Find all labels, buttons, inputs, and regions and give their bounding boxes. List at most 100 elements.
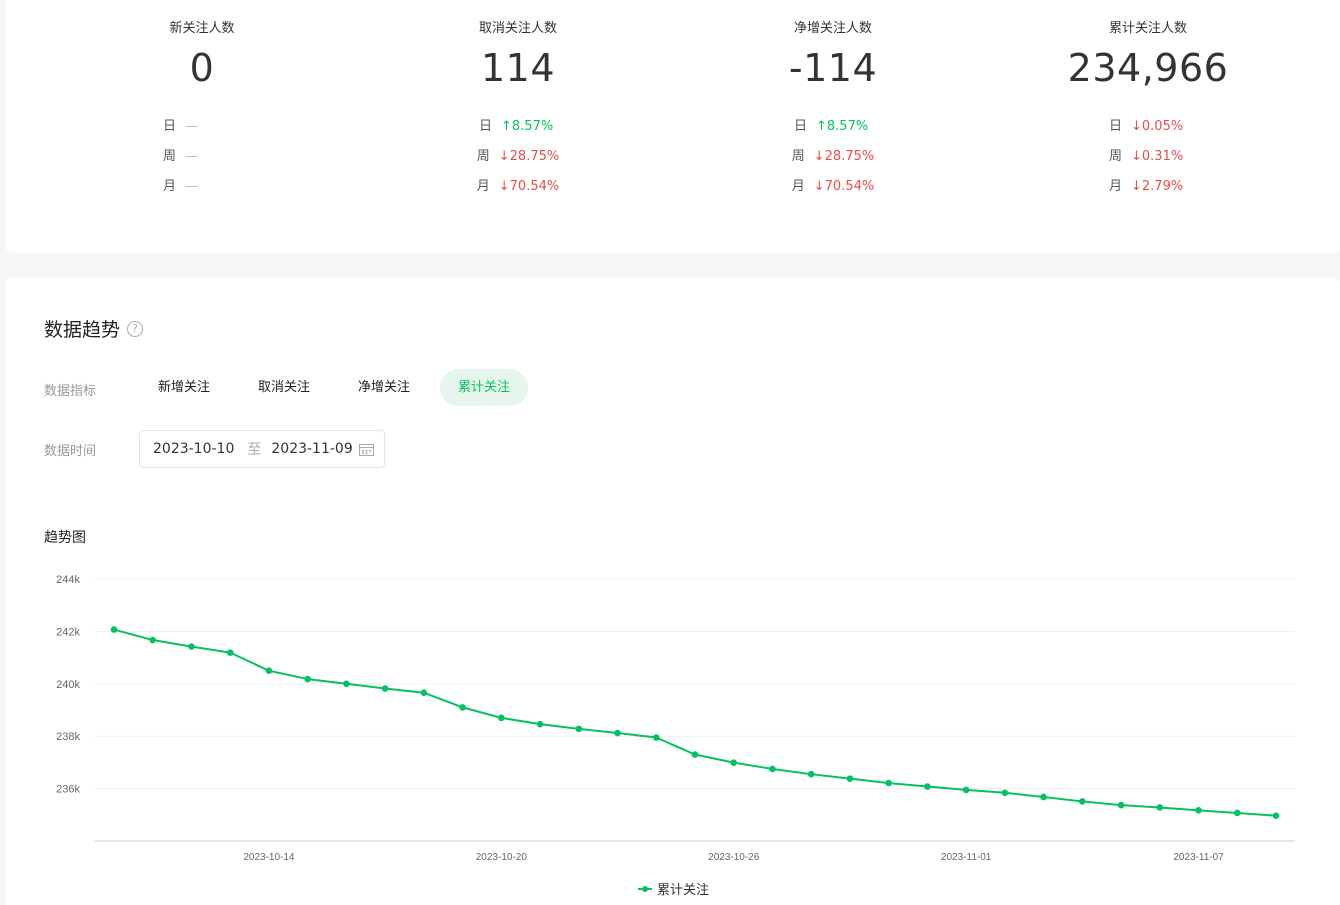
stat-new-followers: 新关注人数 0 日 — 周 — 月 — bbox=[52, 0, 352, 253]
data-point bbox=[420, 689, 428, 697]
data-point bbox=[1117, 801, 1125, 809]
compare-row-week: 周 ↓0.31% bbox=[998, 142, 1298, 172]
chart-title: 趋势图 bbox=[44, 530, 86, 546]
legend-marker bbox=[638, 884, 652, 894]
tab-total-follow[interactable]: 累计关注 bbox=[440, 369, 529, 406]
data-point bbox=[343, 680, 350, 688]
legend-label: 累计关注 bbox=[657, 883, 710, 898]
x-tick-label: 2023-10-20 bbox=[476, 852, 528, 863]
compare-value: ↓70.54% bbox=[813, 179, 875, 194]
series-line bbox=[113, 628, 1277, 817]
compare-value: ↑8.57% bbox=[501, 119, 554, 134]
compare-value: ↓0.31% bbox=[1131, 149, 1184, 164]
compare-label: 周 bbox=[476, 149, 490, 164]
time-label: 数据时间 bbox=[44, 444, 97, 459]
date-end-input[interactable]: 2023-11-09 bbox=[271, 441, 353, 457]
data-point bbox=[807, 770, 815, 778]
chart-legend[interactable]: 累计关注 bbox=[638, 879, 709, 898]
stat-net-followers: 净增关注人数 -114 日 ↑8.57% 周 ↓28.75% 月 ↓70.54% bbox=[683, 0, 983, 253]
x-tick-label: 2023-10-14 bbox=[243, 852, 295, 863]
section-title-text: 数据趋势 bbox=[44, 319, 121, 341]
compare-value: ↓0.05% bbox=[1131, 119, 1184, 134]
compare-value: ↓2.79% bbox=[1131, 179, 1184, 194]
tab-unfollow[interactable]: 取消关注 bbox=[258, 380, 311, 395]
tab-new-follow[interactable]: 新增关注 bbox=[158, 380, 211, 395]
compare-row-day: 日 ↑8.57% bbox=[683, 112, 983, 142]
summary-card: 新关注人数 0 日 — 周 — 月 — 取消关注人数 114 日 ↑8.57% 周 ↓28… bbox=[5, 0, 1340, 253]
calendar-icon[interactable] bbox=[359, 443, 374, 456]
data-point bbox=[304, 675, 311, 683]
compare-row-day: 日 ↑8.57% bbox=[368, 112, 668, 142]
data-point bbox=[575, 725, 583, 733]
stat-total-followers: 累计关注人数 234,966 日 ↓0.05% 周 ↓0.31% 月 ↓2.79% bbox=[998, 0, 1298, 253]
compare-row-month: 月 ↓70.54% bbox=[368, 172, 668, 202]
compare-value: — bbox=[185, 149, 198, 164]
compare-label: 月 bbox=[163, 179, 177, 194]
data-point bbox=[381, 685, 389, 692]
data-point bbox=[1272, 812, 1280, 819]
compare-label: 日 bbox=[479, 119, 493, 134]
compare-label: 周 bbox=[791, 149, 805, 164]
data-point bbox=[459, 704, 466, 711]
data-point bbox=[188, 643, 195, 650]
data-point bbox=[962, 786, 970, 794]
stat-title: 新关注人数 bbox=[169, 21, 235, 36]
stat-value: 114 bbox=[480, 46, 556, 90]
stat-unfollowers: 取消关注人数 114 日 ↑8.57% 周 ↓28.75% 月 ↓70.54% bbox=[368, 0, 668, 253]
data-point bbox=[614, 729, 621, 737]
date-start-input[interactable]: 2023-10-10 bbox=[153, 441, 235, 457]
y-tick-label: 236k bbox=[56, 784, 80, 796]
compare-value: ↑8.57% bbox=[816, 119, 869, 134]
data-point bbox=[885, 779, 892, 787]
data-point bbox=[1156, 804, 1164, 811]
data-point bbox=[1079, 798, 1086, 805]
compare-value: ↓70.54% bbox=[498, 179, 560, 194]
compare-row-week: 周 ↓28.75% bbox=[368, 142, 668, 172]
compare-label: 日 bbox=[794, 119, 808, 134]
compare-label: 日 bbox=[1109, 119, 1123, 134]
stat-title: 累计关注人数 bbox=[1108, 21, 1187, 36]
metric-tabs: 新增关注 取消关注 净增关注 累计关注 bbox=[140, 369, 540, 406]
compare-label: 周 bbox=[163, 149, 177, 164]
x-tick-label: 2023-11-07 bbox=[1173, 852, 1224, 863]
stat-value: 0 bbox=[189, 46, 215, 90]
compare-value: ↓28.75% bbox=[813, 149, 875, 164]
compare-value: ↓28.75% bbox=[498, 149, 560, 164]
data-point bbox=[1001, 789, 1009, 797]
data-point bbox=[730, 759, 738, 766]
data-point bbox=[691, 751, 699, 758]
compare-label: 周 bbox=[1109, 149, 1123, 164]
compare-label: 月 bbox=[791, 179, 805, 194]
compare-row-month: 月 ↓70.54% bbox=[683, 172, 983, 202]
y-tick-label: 238k bbox=[56, 731, 80, 743]
compare-row-week: 周 ↓28.75% bbox=[683, 142, 983, 172]
data-point bbox=[1195, 807, 1202, 814]
data-point bbox=[498, 714, 505, 722]
compare-row-week: 周 — bbox=[52, 142, 352, 172]
tab-net-follow[interactable]: 净增关注 bbox=[358, 380, 411, 395]
data-point bbox=[265, 667, 273, 674]
question-circle-icon[interactable]: ? bbox=[127, 320, 144, 337]
compare-value: — bbox=[185, 179, 198, 194]
data-point bbox=[110, 626, 118, 633]
compare-value: — bbox=[185, 119, 198, 134]
data-point bbox=[1040, 793, 1047, 801]
x-tick-label: 2023-11-01 bbox=[941, 852, 992, 863]
compare-row-day: 日 — bbox=[52, 112, 352, 142]
y-tick-label: 240k bbox=[56, 679, 80, 691]
compare-label: 月 bbox=[1109, 179, 1123, 194]
trend-card: 数据趋势 ? 数据指标 新增关注 取消关注 净增关注 累计关注 数据时间 202… bbox=[5, 277, 1340, 905]
stat-value: -114 bbox=[788, 46, 878, 90]
data-point bbox=[536, 720, 544, 728]
data-point bbox=[1233, 809, 1241, 817]
date-range-picker[interactable]: 2023-10-10 至 2023-11-09 bbox=[139, 430, 385, 468]
date-separator: 至 bbox=[247, 442, 262, 458]
stat-title: 取消关注人数 bbox=[478, 21, 557, 36]
data-point bbox=[226, 649, 234, 656]
compare-row-day: 日 ↓0.05% bbox=[998, 112, 1298, 142]
data-point bbox=[652, 734, 660, 741]
compare-row-month: 月 ↓2.79% bbox=[998, 172, 1298, 202]
y-tick-label: 242k bbox=[56, 626, 80, 638]
data-point bbox=[924, 783, 931, 790]
y-tick-label: 244k bbox=[56, 574, 80, 586]
